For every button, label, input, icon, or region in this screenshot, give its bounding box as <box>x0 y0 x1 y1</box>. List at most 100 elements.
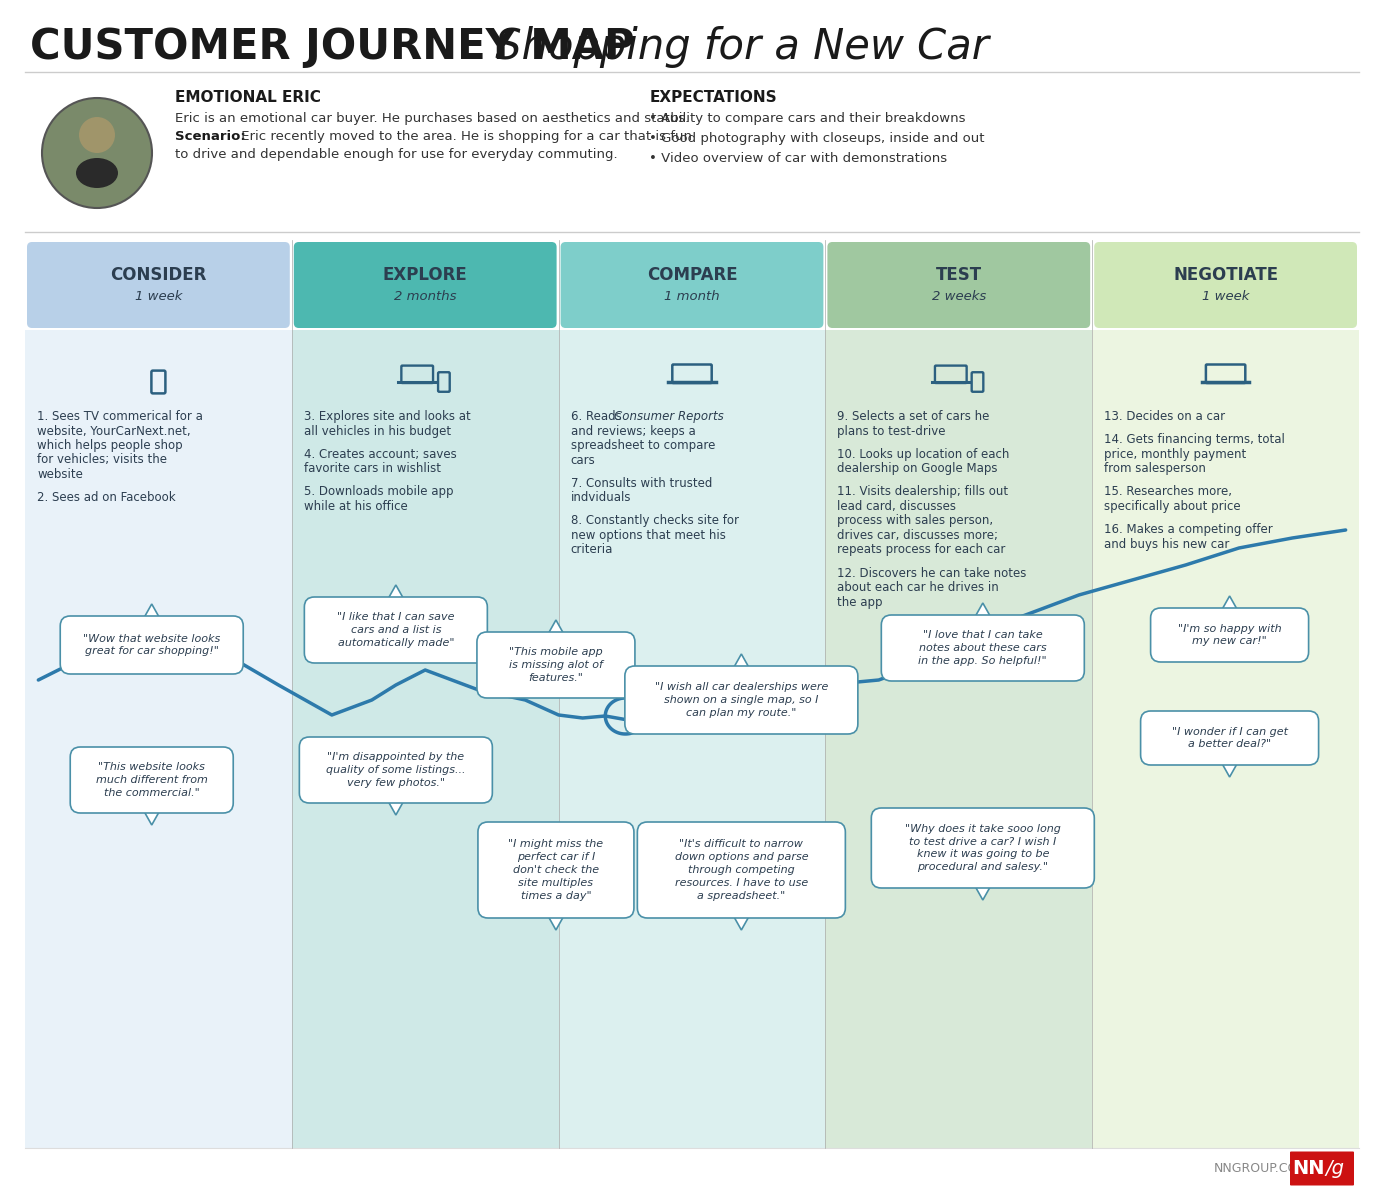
Bar <box>292 331 559 1149</box>
Text: plans to test-drive: plans to test-drive <box>837 424 945 438</box>
Text: 1 week: 1 week <box>1201 290 1250 303</box>
FancyBboxPatch shape <box>71 747 234 813</box>
Text: the app: the app <box>837 596 883 609</box>
Text: repeats process for each car: repeats process for each car <box>837 543 1006 556</box>
Text: 11. Visits dealership; fills out: 11. Visits dealership; fills out <box>837 485 1009 498</box>
Text: spreadsheet to compare: spreadsheet to compare <box>570 439 716 452</box>
Text: "Wow that website looks
great for car shopping!": "Wow that website looks great for car sh… <box>83 634 220 656</box>
Polygon shape <box>143 809 161 825</box>
Circle shape <box>79 117 115 153</box>
Text: • Good photography with closeups, inside and out: • Good photography with closeups, inside… <box>649 132 985 145</box>
Polygon shape <box>388 585 406 600</box>
FancyBboxPatch shape <box>304 597 487 663</box>
FancyBboxPatch shape <box>293 243 556 328</box>
Text: EXPLORE: EXPLORE <box>383 266 468 284</box>
Text: cars: cars <box>570 453 595 466</box>
Text: NNGROUP.COM: NNGROUP.COM <box>1214 1162 1309 1175</box>
Polygon shape <box>388 799 406 814</box>
FancyBboxPatch shape <box>1140 711 1319 765</box>
Text: drives car, discusses more;: drives car, discusses more; <box>837 529 998 542</box>
Text: website, YourCarNext.net,: website, YourCarNext.net, <box>37 424 191 438</box>
FancyBboxPatch shape <box>477 633 635 698</box>
Polygon shape <box>974 883 992 900</box>
Text: EMOTIONAL ERIC: EMOTIONAL ERIC <box>174 90 321 105</box>
Text: NEGOTIATE: NEGOTIATE <box>1174 266 1279 284</box>
Bar <box>1092 331 1359 1149</box>
Text: 13. Decides on a car: 13. Decides on a car <box>1104 410 1225 423</box>
Text: 3. Explores site and looks at: 3. Explores site and looks at <box>304 410 471 423</box>
Text: 1. Sees TV commerical for a: 1. Sees TV commerical for a <box>37 410 203 423</box>
Text: /g: /g <box>1326 1159 1344 1178</box>
Text: 14. Gets financing terms, total: 14. Gets financing terms, total <box>1104 433 1286 446</box>
Text: specifically about price: specifically about price <box>1104 499 1241 512</box>
Text: "I like that I can save
cars and a list is
automatically made": "I like that I can save cars and a list … <box>338 612 454 648</box>
Text: indviduals: indviduals <box>570 491 631 504</box>
Text: "I might miss the
perfect car if I
don't check the
site multiples
times a day": "I might miss the perfect car if I don't… <box>508 839 603 900</box>
Text: new options that meet his: new options that meet his <box>570 529 725 542</box>
Polygon shape <box>1221 761 1239 776</box>
FancyBboxPatch shape <box>1150 608 1309 662</box>
Polygon shape <box>732 914 750 930</box>
Text: 2. Sees ad on Facebook: 2. Sees ad on Facebook <box>37 491 176 504</box>
Text: 16. Makes a competing offer: 16. Makes a competing offer <box>1104 523 1273 536</box>
Text: for vehicles; visits the: for vehicles; visits the <box>37 453 167 466</box>
Polygon shape <box>732 654 750 669</box>
FancyBboxPatch shape <box>882 615 1084 681</box>
Text: Eric recently moved to the area. He is shopping for a car that is fun: Eric recently moved to the area. He is s… <box>237 130 692 143</box>
Text: which helps people shop: which helps people shop <box>37 439 183 452</box>
Text: "I wish all car dealerships were
shown on a single map, so I
can plan my route.": "I wish all car dealerships were shown o… <box>655 682 828 718</box>
Text: 15. Researches more,: 15. Researches more, <box>1104 485 1232 498</box>
Text: EXPECTATIONS: EXPECTATIONS <box>649 90 776 105</box>
Text: process with sales person,: process with sales person, <box>837 515 994 528</box>
FancyBboxPatch shape <box>638 822 846 918</box>
Circle shape <box>42 97 152 208</box>
Text: website: website <box>37 468 83 482</box>
Polygon shape <box>547 914 565 930</box>
Text: while at his office: while at his office <box>304 499 407 512</box>
Text: 1 week: 1 week <box>134 290 183 303</box>
Bar <box>25 331 292 1149</box>
Text: CONSIDER: CONSIDER <box>111 266 206 284</box>
Text: 4. Creates account; saves: 4. Creates account; saves <box>304 448 457 460</box>
FancyBboxPatch shape <box>561 243 823 328</box>
Text: lead card, discusses: lead card, discusses <box>837 499 956 512</box>
FancyBboxPatch shape <box>624 666 858 734</box>
Polygon shape <box>1221 596 1239 612</box>
FancyBboxPatch shape <box>1290 1151 1354 1185</box>
Text: "I wonder if I can get
a better deal?": "I wonder if I can get a better deal?" <box>1172 726 1287 749</box>
Polygon shape <box>143 604 161 619</box>
FancyBboxPatch shape <box>872 809 1095 888</box>
Text: 5. Downloads mobile app: 5. Downloads mobile app <box>304 485 454 498</box>
Text: • Video overview of car with demonstrations: • Video overview of car with demonstrati… <box>649 152 948 165</box>
Text: favorite cars in wishlist: favorite cars in wishlist <box>304 463 440 476</box>
Text: 7. Consults with trusted: 7. Consults with trusted <box>570 477 711 490</box>
FancyBboxPatch shape <box>61 616 244 674</box>
Polygon shape <box>974 603 992 619</box>
Text: criteria: criteria <box>570 543 613 556</box>
Text: "It's difficult to narrow
down options and parse
through competing
resources. I : "It's difficult to narrow down options a… <box>674 839 808 900</box>
Text: 2 months: 2 months <box>394 290 457 303</box>
Text: "I'm disappointed by the
quality of some listings...
very few photos.": "I'm disappointed by the quality of some… <box>327 753 465 788</box>
Polygon shape <box>547 619 565 636</box>
Bar <box>825 331 1092 1149</box>
Text: all vehicles in his budget: all vehicles in his budget <box>304 424 451 438</box>
Text: dealership on Google Maps: dealership on Google Maps <box>837 463 998 476</box>
Text: 10. Looks up location of each: 10. Looks up location of each <box>837 448 1010 460</box>
Text: 9. Selects a set of cars he: 9. Selects a set of cars he <box>837 410 990 423</box>
FancyBboxPatch shape <box>477 822 634 918</box>
Text: "I'm so happy with
my new car!": "I'm so happy with my new car!" <box>1178 623 1282 647</box>
Text: Eric is an emotional car buyer. He purchases based on aesthetics and status.: Eric is an emotional car buyer. He purch… <box>174 112 689 125</box>
Text: COMPARE: COMPARE <box>646 266 738 284</box>
FancyBboxPatch shape <box>828 243 1091 328</box>
Text: "This mobile app
is missing alot of
features.": "This mobile app is missing alot of feat… <box>509 647 603 682</box>
Text: 12. Discovers he can take notes: 12. Discovers he can take notes <box>837 567 1027 579</box>
Text: 1 month: 1 month <box>664 290 720 303</box>
Bar <box>559 331 825 1149</box>
Text: Scenario:: Scenario: <box>174 130 246 143</box>
Text: and buys his new car: and buys his new car <box>1104 537 1229 551</box>
FancyBboxPatch shape <box>299 737 493 803</box>
Text: to drive and dependable enough for use for everyday commuting.: to drive and dependable enough for use f… <box>174 147 617 161</box>
Text: from salesperson: from salesperson <box>1104 463 1205 476</box>
FancyBboxPatch shape <box>1095 243 1356 328</box>
Text: "I love that I can take
notes about these cars
in the app. So helpful!": "I love that I can take notes about thes… <box>919 630 1048 666</box>
